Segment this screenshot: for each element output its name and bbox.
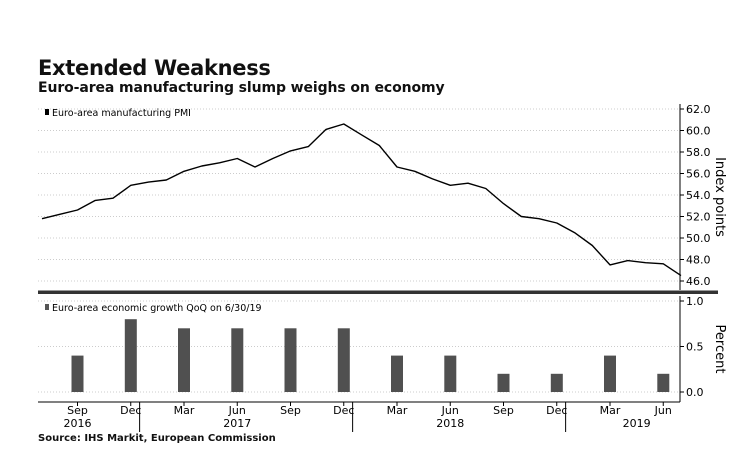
gdp-legend-label: Euro-area economic growth QoQ on 6/30/19 xyxy=(52,303,262,314)
x-tick-label: Sep xyxy=(67,404,88,417)
pmi-y-tick-label: 56.0 xyxy=(686,168,711,181)
gdp-bar xyxy=(124,319,137,392)
gdp-y-tick-label: 0.5 xyxy=(686,341,704,354)
pmi-y-ticks: 62.0 60.0 58.0 56.0 54.0 52.0 50.0 48.0 46.0 xyxy=(680,103,711,288)
x-tick-label: Dec xyxy=(546,404,567,417)
pmi-y-axis-label: Index points xyxy=(712,157,727,237)
pmi-grid xyxy=(38,108,680,282)
pmi-y-tick-label: 54.0 xyxy=(686,189,711,202)
gdp-y-tick-label: 0.0 xyxy=(686,386,704,399)
year-label: 2016 xyxy=(64,417,92,430)
gdp-bar xyxy=(657,373,670,392)
pmi-legend-swatch xyxy=(45,109,49,115)
gdp-bar xyxy=(231,328,244,392)
gdp-bar xyxy=(178,328,190,392)
panel-divider xyxy=(38,290,718,294)
x-tick-label: Sep xyxy=(280,404,301,417)
year-label: 2018 xyxy=(436,417,464,430)
year-label: 2019 xyxy=(623,417,651,430)
year-label: 2017 xyxy=(223,417,251,430)
pmi-y-tick-label: 48.0 xyxy=(686,254,711,267)
gdp-bar xyxy=(444,355,457,392)
gdp-bar xyxy=(391,355,403,392)
x-tick-label: Dec xyxy=(333,404,354,417)
pmi-y-tick-label: 52.0 xyxy=(686,211,711,224)
x-tick-label: Mar xyxy=(600,404,621,417)
gdp-bar xyxy=(604,355,616,392)
chart-subtitle: Euro-area manufacturing slump weighs on … xyxy=(38,80,445,96)
pmi-series-line xyxy=(41,123,682,277)
x-tick-label: Dec xyxy=(120,404,141,417)
x-tick-label: Sep xyxy=(493,404,514,417)
x-tick-label: Mar xyxy=(174,404,195,417)
gdp-y-tick-label: 1.0 xyxy=(686,295,704,308)
gdp-legend-swatch xyxy=(45,304,49,310)
gdp-bar xyxy=(284,328,297,392)
chart-title: Extended Weakness xyxy=(38,56,271,80)
pmi-y-tick-label: 62.0 xyxy=(686,103,711,116)
gdp-y-ticks: 1.0 0.5 0.0 xyxy=(680,295,704,399)
x-tick-label: Jun xyxy=(441,404,459,417)
x-tick-label: Jun xyxy=(654,404,672,417)
pmi-y-tick-label: 58.0 xyxy=(686,146,711,159)
pmi-y-tick-label: 50.0 xyxy=(686,232,711,245)
x-tick-label: Mar xyxy=(387,404,408,417)
gdp-bar xyxy=(550,373,563,392)
x-axis: Sep Dec Mar Jun Sep Dec Mar Jun Sep Dec Mar Jun 2016… xyxy=(64,402,672,432)
x-tick-label: Jun xyxy=(228,404,246,417)
gdp-bar xyxy=(497,373,510,392)
pmi-legend-label: Euro-area manufacturing PMI xyxy=(52,108,191,119)
pmi-y-tick-label: 60.0 xyxy=(686,125,711,138)
gdp-grid xyxy=(38,300,680,393)
gdp-y-axis-label: Percent xyxy=(712,325,727,374)
gdp-bar xyxy=(71,355,84,392)
gdp-bar xyxy=(337,328,350,392)
pmi-y-tick-label: 46.0 xyxy=(686,275,711,288)
source-note: Source: IHS Markit, European Commission xyxy=(38,433,276,444)
gdp-bars xyxy=(71,319,670,392)
